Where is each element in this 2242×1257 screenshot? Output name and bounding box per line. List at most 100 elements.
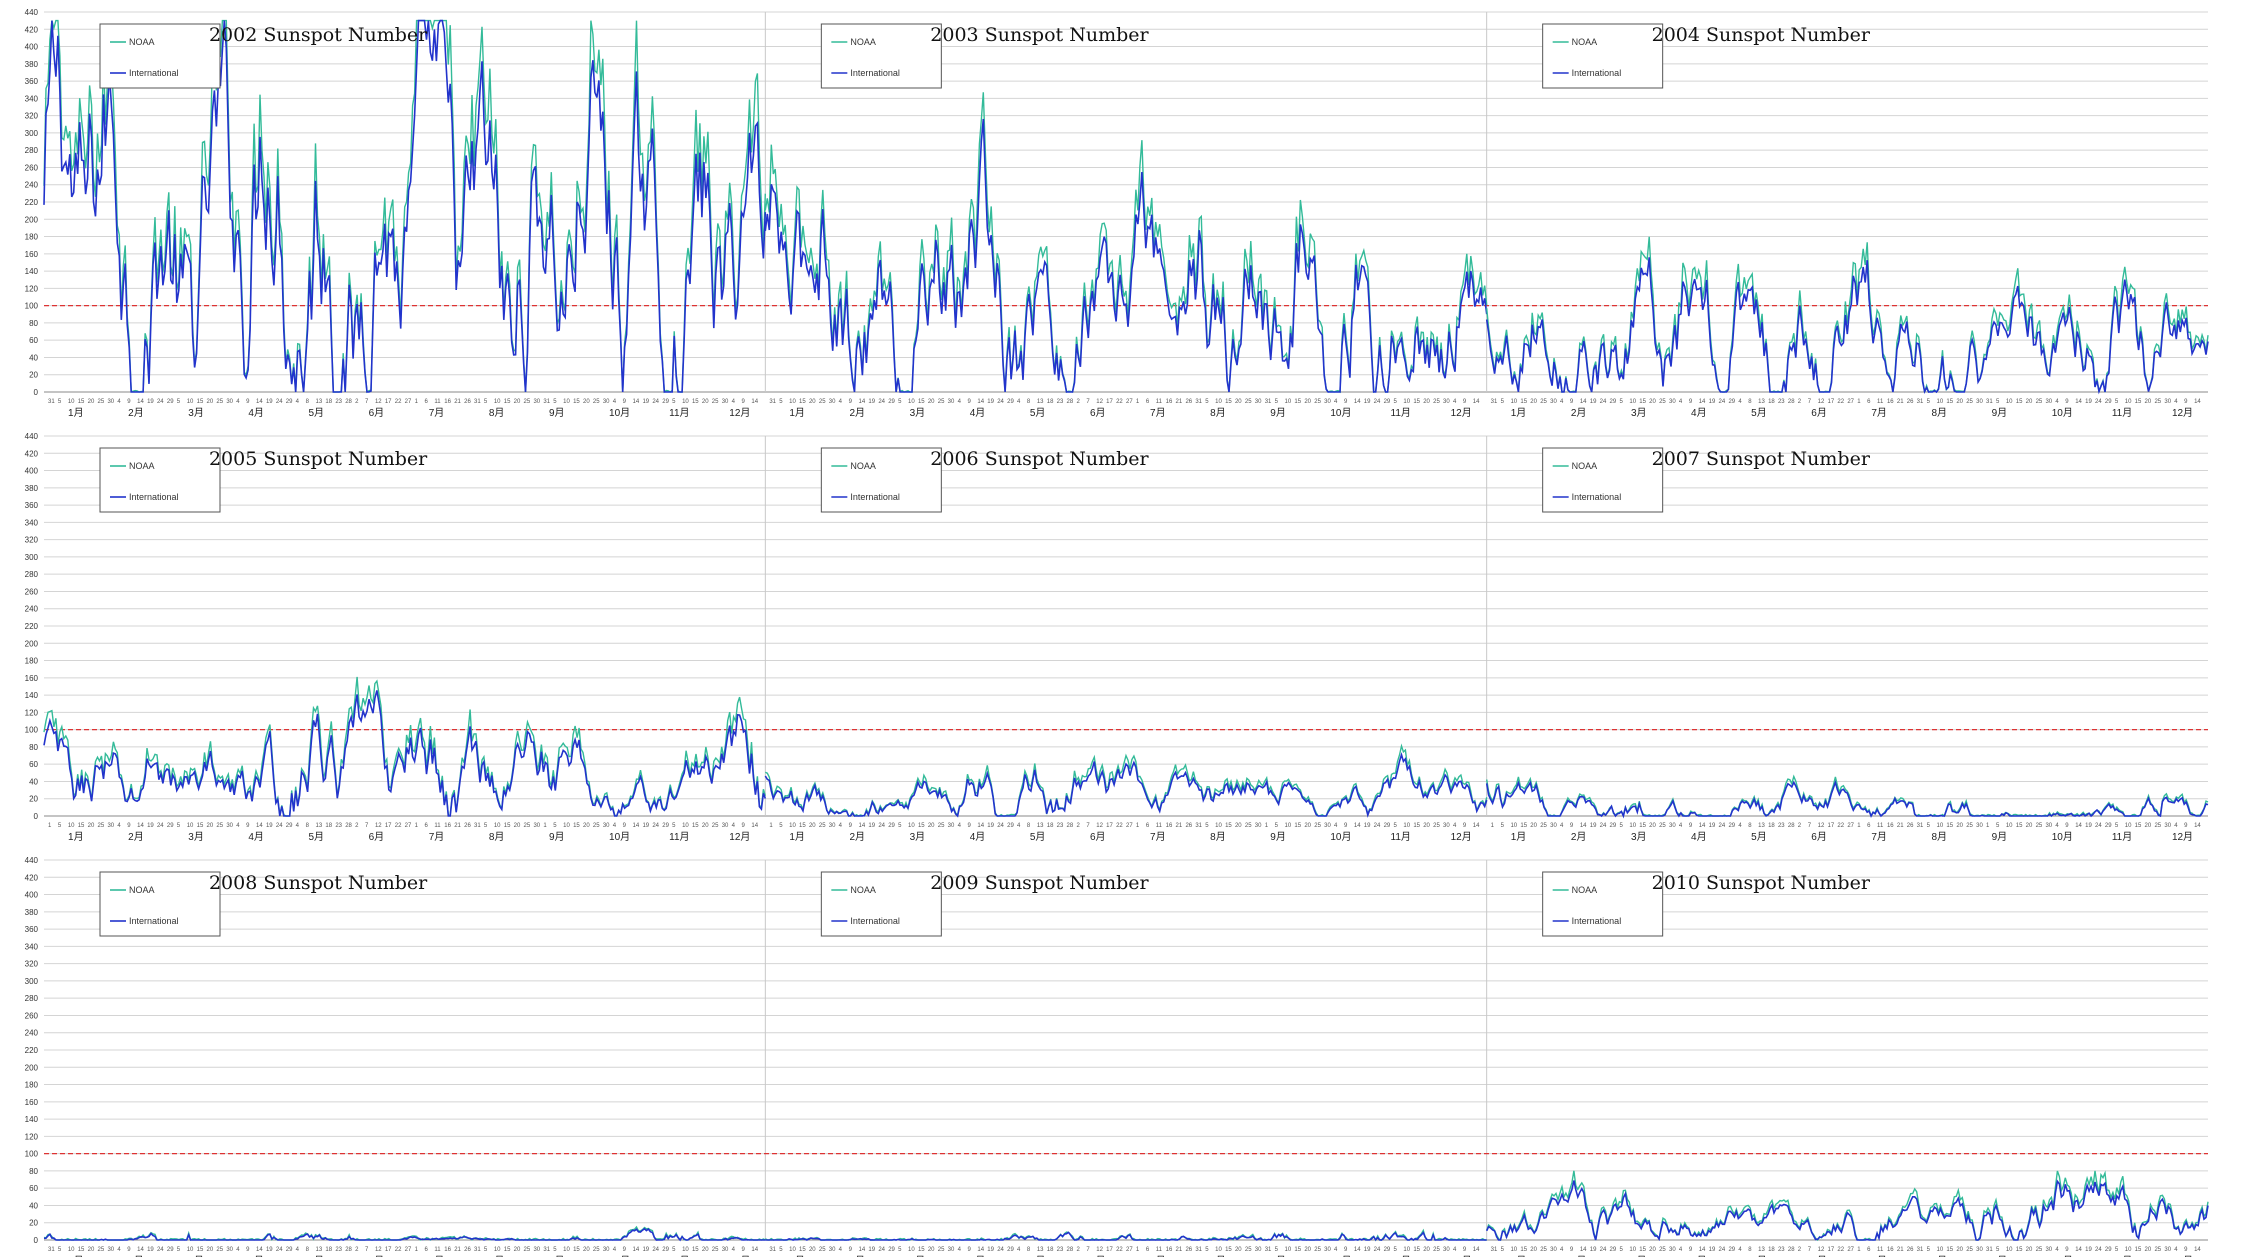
day-tick-label: 24 [2095, 823, 2102, 829]
day-tick-label: 25 [1540, 399, 1547, 405]
day-tick-label: 25 [593, 399, 600, 405]
day-tick-label: 25 [524, 399, 531, 405]
day-tick-label: 14 [137, 399, 144, 405]
day-tick-label: 19 [1709, 823, 1716, 829]
day-tick-label: 7 [1808, 399, 1812, 405]
month-label: 3月 [1631, 1255, 1647, 1257]
day-tick-label: 4 [1017, 399, 1021, 405]
month-label: 8月 [1210, 407, 1226, 419]
day-tick-label: 10 [1215, 1247, 1222, 1253]
day-tick-label: 17 [385, 1247, 392, 1253]
day-tick-label: 14 [256, 1247, 263, 1253]
day-tick-label: 4 [732, 399, 736, 405]
day-tick-label: 24 [1600, 399, 1607, 405]
day-tick-label: 5 [484, 399, 488, 405]
day-tick-label: 20 [1956, 1247, 1963, 1253]
day-tick-label: 10 [68, 823, 75, 829]
month-label: 8月 [1932, 831, 1948, 843]
day-tick-label: 10 [1629, 399, 1636, 405]
day-tick-label: 21 [1897, 399, 1904, 405]
day-tick-label: 25 [1540, 1247, 1547, 1253]
day-tick-label: 4 [2174, 823, 2178, 829]
day-tick-label: 10 [68, 399, 75, 405]
month-label: 6月 [1090, 407, 1106, 419]
legend-entry: NOAA [1572, 885, 1598, 895]
day-tick-label: 5 [553, 399, 557, 405]
day-tick-label: 10 [494, 823, 501, 829]
day-tick-label: 14 [977, 823, 984, 829]
day-tick-label: 4 [1738, 823, 1742, 829]
month-label: 4月 [970, 1255, 986, 1257]
month-label: 4月 [248, 407, 264, 419]
day-tick-label: 18 [1768, 823, 1775, 829]
day-tick-label: 24 [276, 1247, 283, 1253]
month-label: 5月 [1030, 407, 1046, 419]
day-tick-label: 24 [157, 1247, 164, 1253]
y-tick-label: 240 [25, 181, 39, 190]
day-tick-label: 4 [296, 1247, 300, 1253]
day-tick-label: 4 [1017, 1247, 1021, 1253]
day-tick-label: 11 [1877, 823, 1884, 829]
day-tick-label: 20 [2145, 1247, 2152, 1253]
month-label: 3月 [1631, 831, 1647, 843]
month-label: 11月 [1391, 407, 1411, 419]
day-tick-label: 5 [779, 1247, 783, 1253]
day-tick-label: 15 [692, 399, 699, 405]
day-tick-label: 18 [1047, 1247, 1054, 1253]
month-label: 1月 [68, 407, 84, 419]
day-tick-label: 22 [1116, 1247, 1123, 1253]
day-tick-label: 5 [779, 823, 783, 829]
month-label: 9月 [1992, 1255, 2008, 1257]
day-tick-label: 9 [127, 399, 131, 405]
day-tick-label: 15 [1639, 1247, 1646, 1253]
legend-entry: International [1572, 68, 1622, 78]
month-label: 11月 [1391, 831, 1411, 843]
day-tick-label: 25 [819, 823, 826, 829]
day-tick-label: 4 [1560, 823, 1564, 829]
day-tick-label: 10 [2006, 1247, 2013, 1253]
day-tick-label: 14 [2194, 823, 2201, 829]
y-tick-label: 160 [25, 250, 39, 259]
day-tick-label: 15 [918, 399, 925, 405]
day-tick-label: 8 [306, 399, 310, 405]
day-tick-label: 14 [1473, 399, 1480, 405]
day-tick-label: 9 [742, 399, 746, 405]
day-tick-label: 5 [1205, 399, 1209, 405]
month-label: 1月 [789, 407, 805, 419]
day-tick-label: 25 [216, 399, 223, 405]
day-tick-label: 4 [613, 399, 617, 405]
day-tick-label: 19 [642, 823, 649, 829]
day-tick-label: 9 [623, 1247, 627, 1253]
day-tick-label: 4 [296, 399, 300, 405]
day-tick-label: 28 [1067, 823, 1074, 829]
legend-entry: International [850, 68, 900, 78]
day-tick-label: 5 [177, 823, 181, 829]
legend-entry: NOAA [129, 37, 155, 47]
day-tick-label: 9 [623, 823, 627, 829]
day-tick-label: 25 [1433, 1247, 1440, 1253]
day-tick-label: 27 [1847, 823, 1854, 829]
day-tick-label: 30 [1669, 399, 1676, 405]
month-label: 1月 [789, 831, 805, 843]
day-tick-label: 10 [563, 823, 570, 829]
day-tick-label: 16 [1887, 1247, 1894, 1253]
day-tick-label: 24 [878, 399, 885, 405]
day-tick-label: 25 [712, 1247, 719, 1253]
day-tick-label: 30 [1324, 1247, 1331, 1253]
day-tick-label: 26 [464, 823, 471, 829]
y-tick-label: 380 [25, 60, 39, 69]
day-tick-label: 30 [1255, 1247, 1262, 1253]
day-tick-label: 10 [1937, 1247, 1944, 1253]
month-label: 3月 [188, 407, 204, 419]
series-line-international [43, 690, 767, 817]
day-tick-label: 20 [514, 399, 521, 405]
day-tick-label: 9 [1344, 1247, 1348, 1253]
month-label: 7月 [1871, 831, 1887, 843]
y-tick-label: 40 [29, 1201, 38, 1210]
day-tick-label: 21 [1897, 823, 1904, 829]
day-tick-label: 18 [325, 823, 332, 829]
day-tick-label: 6 [1146, 823, 1150, 829]
day-tick-label: 19 [1364, 1247, 1371, 1253]
y-tick-label: 280 [25, 146, 39, 155]
day-tick-label: 4 [1334, 823, 1338, 829]
